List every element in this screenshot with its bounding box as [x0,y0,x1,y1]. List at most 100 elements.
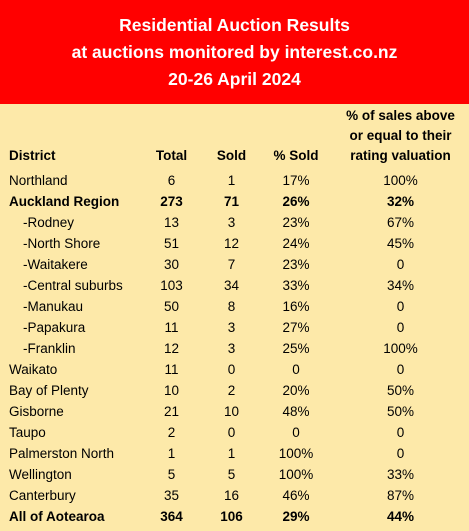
rating-valuation-cell: 32% [386,194,415,209]
title-banner: Residential Auction Results at auctions … [0,0,469,104]
table-row: -Rodney 13 3 23% 67% [0,212,469,233]
rating-valuation-cell: 44% [386,509,415,524]
pct-sold-cell: 17% [282,173,310,188]
pct-sold-cell: 100% [278,467,314,482]
banner-subtitle: at auctions monitored by interest.co.nz [71,41,398,62]
pct-sold-cell: 33% [282,278,310,293]
sold-cell: 5 [227,467,236,482]
district-cell: Palmerston North [9,446,115,461]
pct-sold-cell: 25% [282,341,310,356]
pct-sold-cell: 48% [282,404,310,419]
table-row: -Papakura 11 3 27% 0 [0,317,469,338]
header-rating-valuation: % of sales above or equal to their ratin… [332,104,469,170]
rating-valuation-cell: 0 [396,320,405,335]
results-table: District Total Sold % Sold % of sales ab… [0,104,469,527]
header-rv-line-1: % of sales above [346,108,455,123]
rating-valuation-cell: 33% [386,467,415,482]
table-row: Gisborne 21 10 48% 50% [0,401,469,422]
rating-valuation-cell: 34% [386,278,415,293]
table-body: Northland 6 1 17% 100% Auckland Region 273 71 26… [0,170,469,527]
rating-valuation-cell: 45% [386,236,415,251]
banner-date-range: 20-26 April 2024 [168,68,301,89]
header-total: Total [155,148,188,163]
header-rv-line-3: rating valuation [350,148,451,163]
sold-cell: 7 [227,257,236,272]
pct-sold-cell: 26% [282,194,310,209]
total-cell: 1 [167,446,176,461]
total-cell: 5 [167,467,176,482]
table-row: Wellington 5 5 100% 33% [0,464,469,485]
district-cell: -Rodney [23,215,75,230]
total-cell: 6 [167,173,176,188]
rating-valuation-cell: 67% [386,215,415,230]
sold-cell: 1 [227,446,236,461]
table-row: -Central suburbs 103 34 33% 34% [0,275,469,296]
district-cell: -North Shore [23,236,101,251]
pct-sold-cell: 0 [292,425,300,440]
rating-valuation-cell: 0 [396,425,405,440]
total-cell: 21 [163,404,180,419]
rating-valuation-cell: 0 [396,257,405,272]
total-cell: 103 [160,278,183,293]
pct-sold-cell: 0 [292,362,300,377]
table-row: Waikato 11 0 0 0 [0,359,469,380]
total-cell: 364 [160,509,183,524]
table-header-row: District Total Sold % Sold % of sales ab… [0,104,469,170]
table-row: Auckland Region 273 71 26% 32% [0,191,469,212]
total-cell: 11 [164,320,179,335]
pct-sold-cell: 16% [282,299,310,314]
rating-valuation-cell: 0 [396,362,405,377]
table-row: -North Shore 51 12 24% 45% [0,233,469,254]
district-cell: -Papakura [23,320,86,335]
district-cell: All of Aotearoa [9,509,105,524]
district-cell: Bay of Plenty [9,383,89,398]
table-row: -Waitakere 30 7 23% 0 [0,254,469,275]
district-cell: -Central suburbs [23,278,123,293]
district-cell: Auckland Region [9,194,120,209]
pct-sold-cell: 27% [282,320,310,335]
header-sold: Sold [216,148,247,163]
rating-valuation-cell: 87% [386,488,415,503]
table-row: Palmerston North 1 1 100% 0 [0,443,469,464]
district-cell: Waikato [9,362,58,377]
pct-sold-cell: 29% [282,509,310,524]
total-cell: 273 [160,194,183,209]
rating-valuation-cell: 0 [396,299,405,314]
district-cell: Gisborne [9,404,64,419]
total-cell: 2 [167,425,176,440]
sold-cell: 1 [227,173,236,188]
total-cell: 35 [163,488,180,503]
pct-sold-cell: 20% [282,383,310,398]
sold-cell: 8 [227,299,236,314]
table-row: -Manukau 50 8 16% 0 [0,296,469,317]
table-row: -Franklin 12 3 25% 100% [0,338,469,359]
banner-title: Residential Auction Results [119,14,350,35]
pct-sold-cell: 100% [278,446,314,461]
rating-valuation-cell: 0 [396,446,405,461]
sold-cell: 2 [227,383,236,398]
header-district: District [9,148,56,163]
pct-sold-cell: 24% [282,236,310,251]
table-row: Bay of Plenty 10 2 20% 50% [0,380,469,401]
sold-cell: 3 [227,341,236,356]
district-cell: Canterbury [9,488,76,503]
sold-cell: 10 [223,404,240,419]
district-cell: Northland [9,173,68,188]
table-row: Canterbury 35 16 46% 87% [0,485,469,506]
pct-sold-cell: 23% [282,215,310,230]
district-cell: Wellington [9,467,72,482]
sold-cell: 0 [227,362,236,377]
total-cell: 13 [163,215,180,230]
sold-cell: 106 [220,509,243,524]
table-row: Northland 6 1 17% 100% [0,170,469,191]
sold-cell: 0 [227,425,236,440]
rating-valuation-cell: 50% [386,383,415,398]
results-table-container: District Total Sold % Sold % of sales ab… [0,104,469,531]
sold-cell: 71 [223,194,240,209]
rating-valuation-cell: 100% [383,341,418,356]
pct-sold-cell: 23% [282,257,310,272]
sold-cell: 3 [227,215,236,230]
total-cell: 10 [163,383,180,398]
total-cell: 12 [163,341,180,356]
